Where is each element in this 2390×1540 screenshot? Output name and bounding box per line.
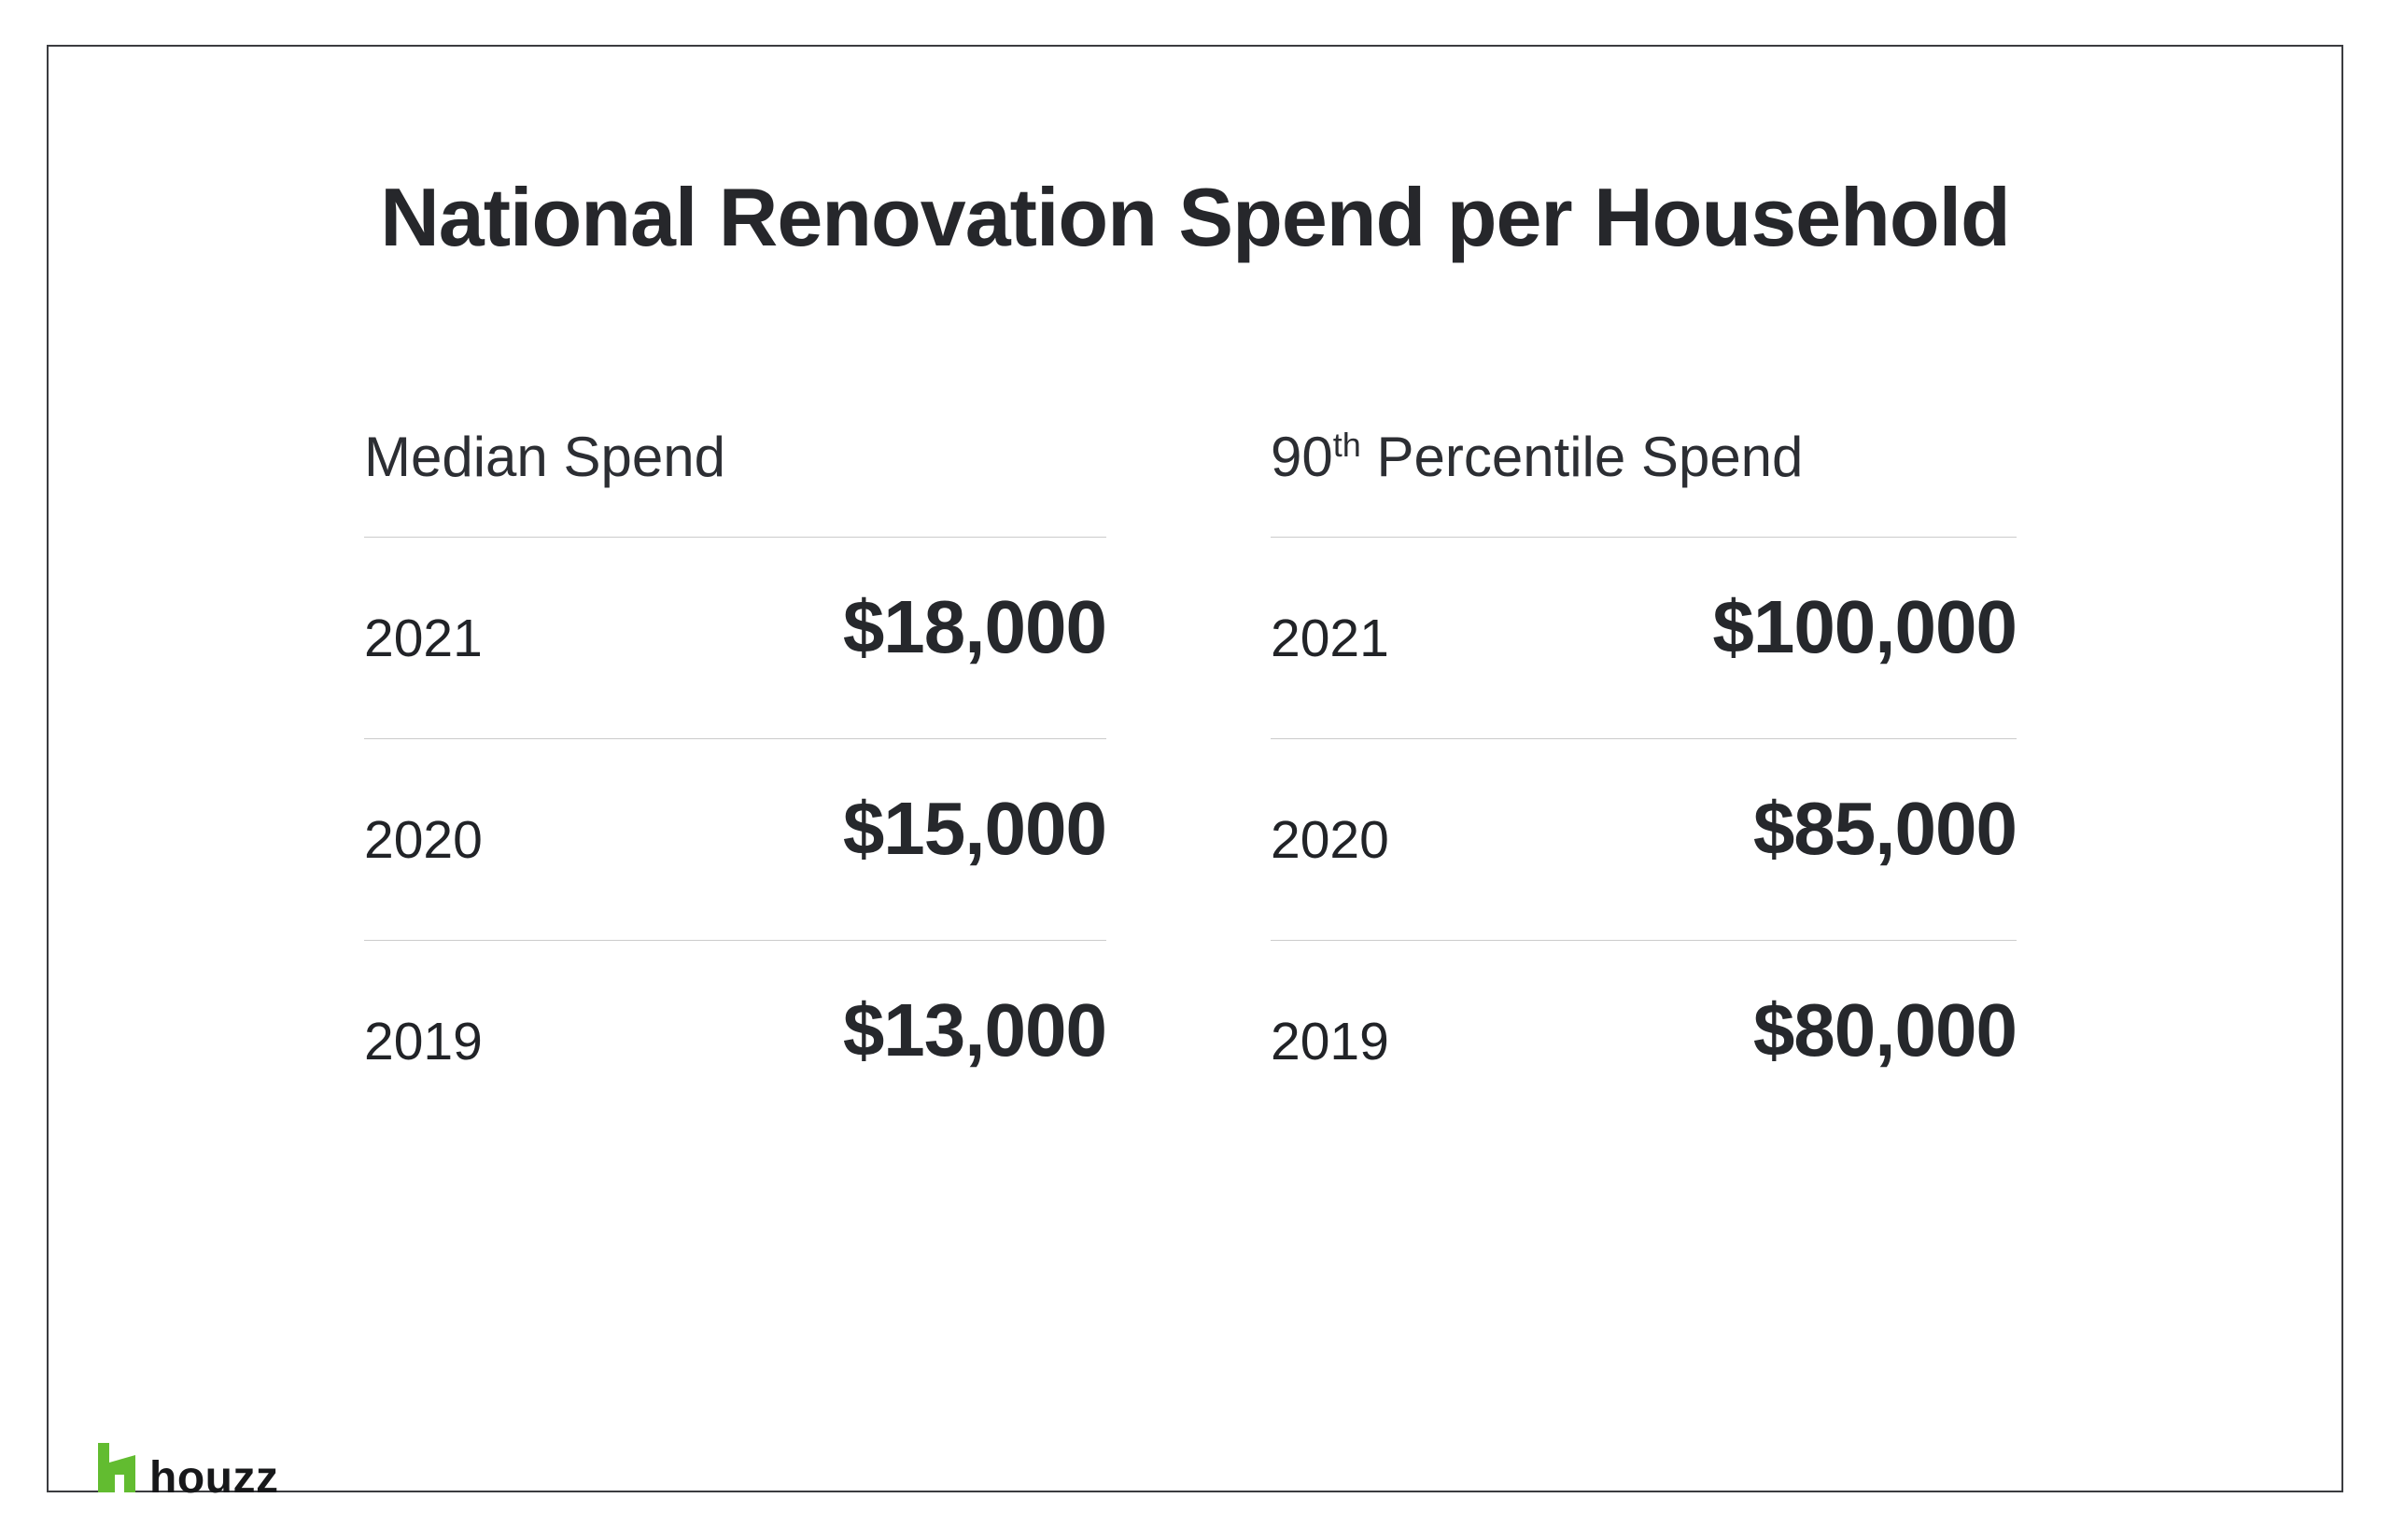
table-row: 2019 $13,000 [364,940,1107,1141]
spend-value: $80,000 [1752,987,2017,1071]
houzz-logo: houzz [98,1442,278,1501]
percentile-header-rest: Percentile Spend [1360,426,1804,488]
table-row: 2019 $80,000 [1271,940,2017,1141]
year-label: 2019 [364,1011,483,1071]
houzz-house-icon [98,1443,135,1492]
percentile-header-sup: th [1332,426,1361,464]
houzz-wordmark: houzz [149,1453,279,1503]
spend-value: $18,000 [842,584,1107,668]
median-spend-column: Median Spend 2021 $18,000 2020 $15,000 2… [364,427,1107,1141]
table-row: 2020 $15,000 [364,738,1107,940]
percentile-header-text: 90 [1271,426,1333,488]
spend-value: $100,000 [1712,584,2017,668]
percentile-spend-column: 90th Percentile Spend 2021 $100,000 2020… [1271,427,2017,1141]
table-row: 2021 $100,000 [1271,537,2017,738]
year-label: 2021 [364,608,483,668]
year-label: 2021 [1271,608,1389,668]
infographic-card: National Renovation Spend per Household … [47,45,2343,1501]
year-label: 2020 [364,809,483,870]
spend-value: $85,000 [1752,786,2017,870]
median-header-text: Median Spend [364,426,725,488]
year-label: 2019 [1271,1011,1389,1071]
year-label: 2020 [1271,809,1389,870]
table-row: 2021 $18,000 [364,537,1107,738]
page-title: National Renovation Spend per Household [380,171,2011,263]
percentile-spend-header: 90th Percentile Spend [1271,427,2017,537]
median-spend-header: Median Spend [364,427,1106,537]
spend-value: $13,000 [842,987,1107,1071]
table-row: 2020 $85,000 [1271,738,2017,940]
spend-value: $15,000 [842,786,1107,870]
